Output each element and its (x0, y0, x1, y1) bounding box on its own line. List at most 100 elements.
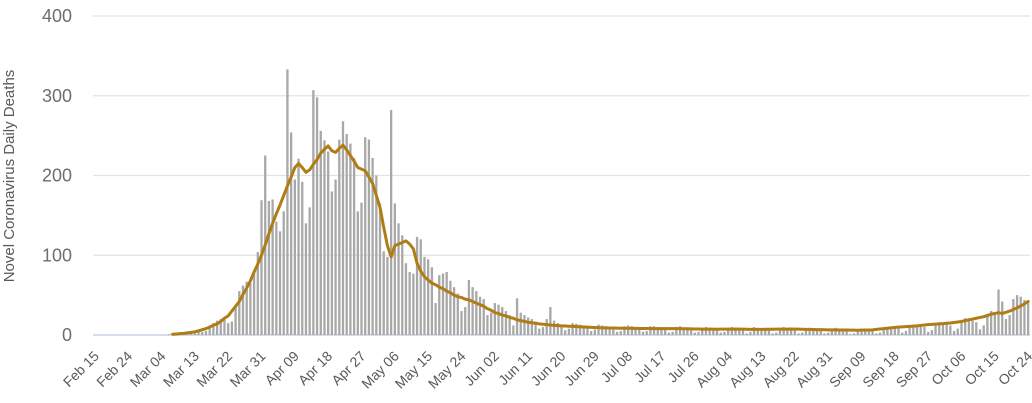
bar (289, 132, 293, 335)
bar (575, 323, 578, 335)
y-tick-label: 100 (42, 245, 72, 265)
bar (693, 332, 696, 335)
bar (297, 158, 300, 335)
x-tick-label: Jul 08 (598, 348, 636, 386)
bar (949, 325, 952, 335)
bar (341, 121, 345, 336)
x-tick-label: Jun 29 (561, 348, 602, 389)
bar (830, 328, 834, 335)
bar (449, 280, 452, 335)
bar (782, 327, 785, 335)
bar (649, 326, 652, 335)
gridlines (93, 15, 1030, 336)
bar (604, 326, 608, 335)
bar (975, 322, 978, 335)
bar (945, 323, 948, 335)
bar (504, 311, 508, 335)
bar (930, 330, 934, 335)
x-tick-label: Aug 04 (693, 348, 736, 391)
bar (593, 329, 596, 335)
bar (234, 304, 237, 335)
bar (519, 312, 522, 335)
x-tick-label: Apr 18 (295, 348, 336, 389)
bar (497, 304, 500, 335)
bar (512, 325, 515, 335)
bar (908, 325, 911, 335)
bar (464, 307, 467, 335)
bar (886, 327, 889, 335)
x-tick-label: Feb 24 (93, 348, 135, 390)
bar (989, 311, 993, 335)
bar (301, 181, 304, 335)
bar (1012, 299, 1015, 335)
bar (912, 324, 915, 335)
bar (723, 331, 726, 335)
bar (704, 327, 708, 335)
bar (838, 329, 841, 335)
bar (223, 319, 226, 335)
bar (475, 291, 478, 335)
bar (764, 328, 767, 335)
bar (427, 259, 430, 335)
bar (541, 327, 545, 335)
bar (638, 328, 641, 335)
bar (486, 315, 489, 335)
bar (267, 201, 271, 335)
bar (634, 327, 637, 335)
bar (882, 327, 885, 335)
bar (356, 211, 359, 335)
bar (608, 327, 611, 335)
bar (352, 157, 356, 335)
bar (219, 319, 222, 335)
bar (738, 328, 741, 335)
bar (460, 311, 463, 335)
bar (249, 283, 252, 335)
bar (401, 235, 404, 335)
bar (612, 327, 615, 335)
bar (878, 332, 882, 335)
bar (586, 327, 589, 335)
bar (349, 143, 352, 335)
bar (582, 325, 585, 335)
bar (889, 327, 893, 335)
bar (197, 331, 200, 335)
x-tick-label: Jun 11 (495, 348, 535, 388)
bar (330, 191, 334, 335)
bar (434, 303, 437, 335)
bar (438, 275, 441, 335)
bar (675, 327, 678, 335)
bar (293, 179, 296, 335)
bar (549, 307, 552, 335)
x-tick-label: Aug 13 (726, 348, 769, 391)
x-tick-label: Oct 15 (961, 348, 1002, 389)
bar (386, 256, 389, 336)
bar (1019, 296, 1022, 335)
bar (530, 319, 534, 335)
bar (238, 291, 241, 335)
bar (701, 327, 704, 335)
bar (338, 139, 341, 335)
bar (627, 325, 630, 335)
bar (1015, 295, 1019, 336)
bar (682, 327, 685, 335)
x-tick-label: Sep 09 (826, 348, 869, 391)
bar (275, 221, 278, 335)
bar (797, 333, 800, 335)
bar (712, 328, 715, 335)
bar (749, 331, 752, 335)
bar (623, 326, 626, 335)
bar (660, 327, 663, 335)
bar (697, 331, 700, 335)
bar (734, 327, 737, 335)
bar (571, 323, 574, 335)
bar (560, 324, 563, 335)
x-tick-label: Aug 22 (759, 348, 802, 391)
x-tick-label: Oct 24 (995, 348, 1032, 389)
bar (904, 331, 908, 335)
bar (315, 97, 319, 335)
bar (323, 140, 326, 335)
daily-deaths-bars (167, 69, 1030, 336)
bar (671, 331, 674, 335)
bar (552, 320, 556, 335)
bar (1008, 315, 1011, 335)
